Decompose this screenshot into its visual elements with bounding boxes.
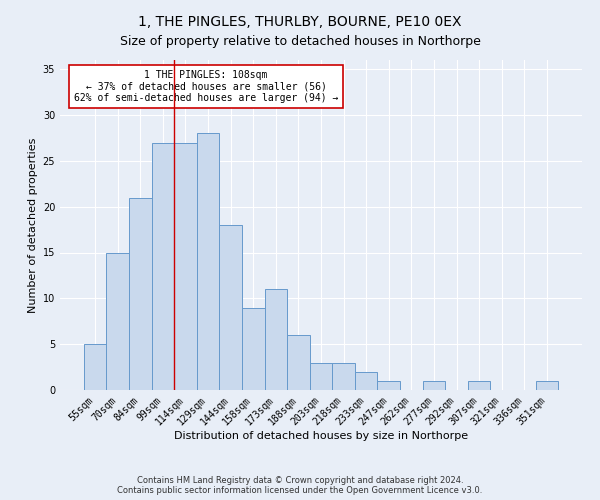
Bar xyxy=(355,372,377,390)
Text: Contains HM Land Registry data © Crown copyright and database right 2024.
Contai: Contains HM Land Registry data © Crown c… xyxy=(118,476,482,495)
Bar xyxy=(468,381,490,390)
Bar xyxy=(84,344,106,390)
Y-axis label: Number of detached properties: Number of detached properties xyxy=(28,138,38,312)
Bar xyxy=(377,381,400,390)
Bar xyxy=(174,142,197,390)
Bar xyxy=(242,308,265,390)
X-axis label: Distribution of detached houses by size in Northorpe: Distribution of detached houses by size … xyxy=(174,431,468,441)
Bar xyxy=(220,225,242,390)
Bar xyxy=(536,381,558,390)
Bar xyxy=(422,381,445,390)
Bar xyxy=(106,252,129,390)
Text: 1, THE PINGLES, THURLBY, BOURNE, PE10 0EX: 1, THE PINGLES, THURLBY, BOURNE, PE10 0E… xyxy=(138,15,462,29)
Bar xyxy=(332,362,355,390)
Bar xyxy=(265,289,287,390)
Bar xyxy=(287,335,310,390)
Bar xyxy=(129,198,152,390)
Bar xyxy=(152,142,174,390)
Bar xyxy=(310,362,332,390)
Text: Size of property relative to detached houses in Northorpe: Size of property relative to detached ho… xyxy=(119,35,481,48)
Bar xyxy=(197,134,220,390)
Text: 1 THE PINGLES: 108sqm
← 37% of detached houses are smaller (56)
62% of semi-deta: 1 THE PINGLES: 108sqm ← 37% of detached … xyxy=(74,70,338,103)
